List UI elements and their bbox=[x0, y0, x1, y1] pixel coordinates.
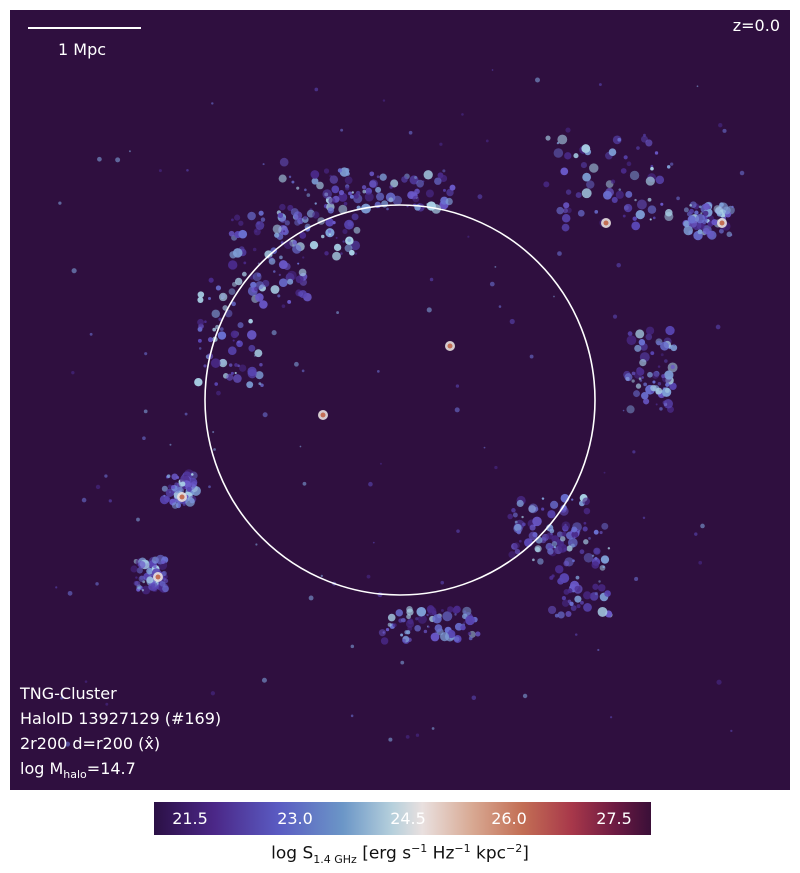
colorbar-label: log S1.4 GHz [erg s−1 Hz−1 kpc−2] bbox=[271, 842, 529, 867]
emission-overlay bbox=[55, 69, 745, 747]
halo-id: HaloID 13927129 (#169) bbox=[20, 708, 222, 728]
scale-bar-label: 1 Mpc bbox=[58, 40, 107, 59]
colorbar-tick: 24.5 bbox=[390, 809, 426, 828]
halo-info: TNG-Cluster HaloID 13927129 (#169) 2r200… bbox=[20, 677, 221, 780]
simulation-name: TNG-Cluster bbox=[20, 683, 117, 703]
r200-circle bbox=[204, 204, 596, 596]
scale-bar bbox=[28, 27, 141, 29]
projection-info: 2r200 d=r200 (x̂) bbox=[20, 733, 161, 753]
colorbar-tick: 27.5 bbox=[596, 809, 632, 828]
colorbar: 21.5 23.0 24.5 26.0 27.5 bbox=[154, 802, 651, 835]
redshift-label: z=0.0 bbox=[732, 16, 780, 35]
halo-mass: log Mhalo=14.7 bbox=[20, 758, 136, 781]
colorbar-tick: 21.5 bbox=[172, 809, 208, 828]
colorbar-tick: 26.0 bbox=[491, 809, 527, 828]
radio-emission-map: z=0.0 1 Mpc TNG-Cluster HaloID 13927129 … bbox=[10, 10, 790, 790]
colorbar-tick: 23.0 bbox=[277, 809, 313, 828]
